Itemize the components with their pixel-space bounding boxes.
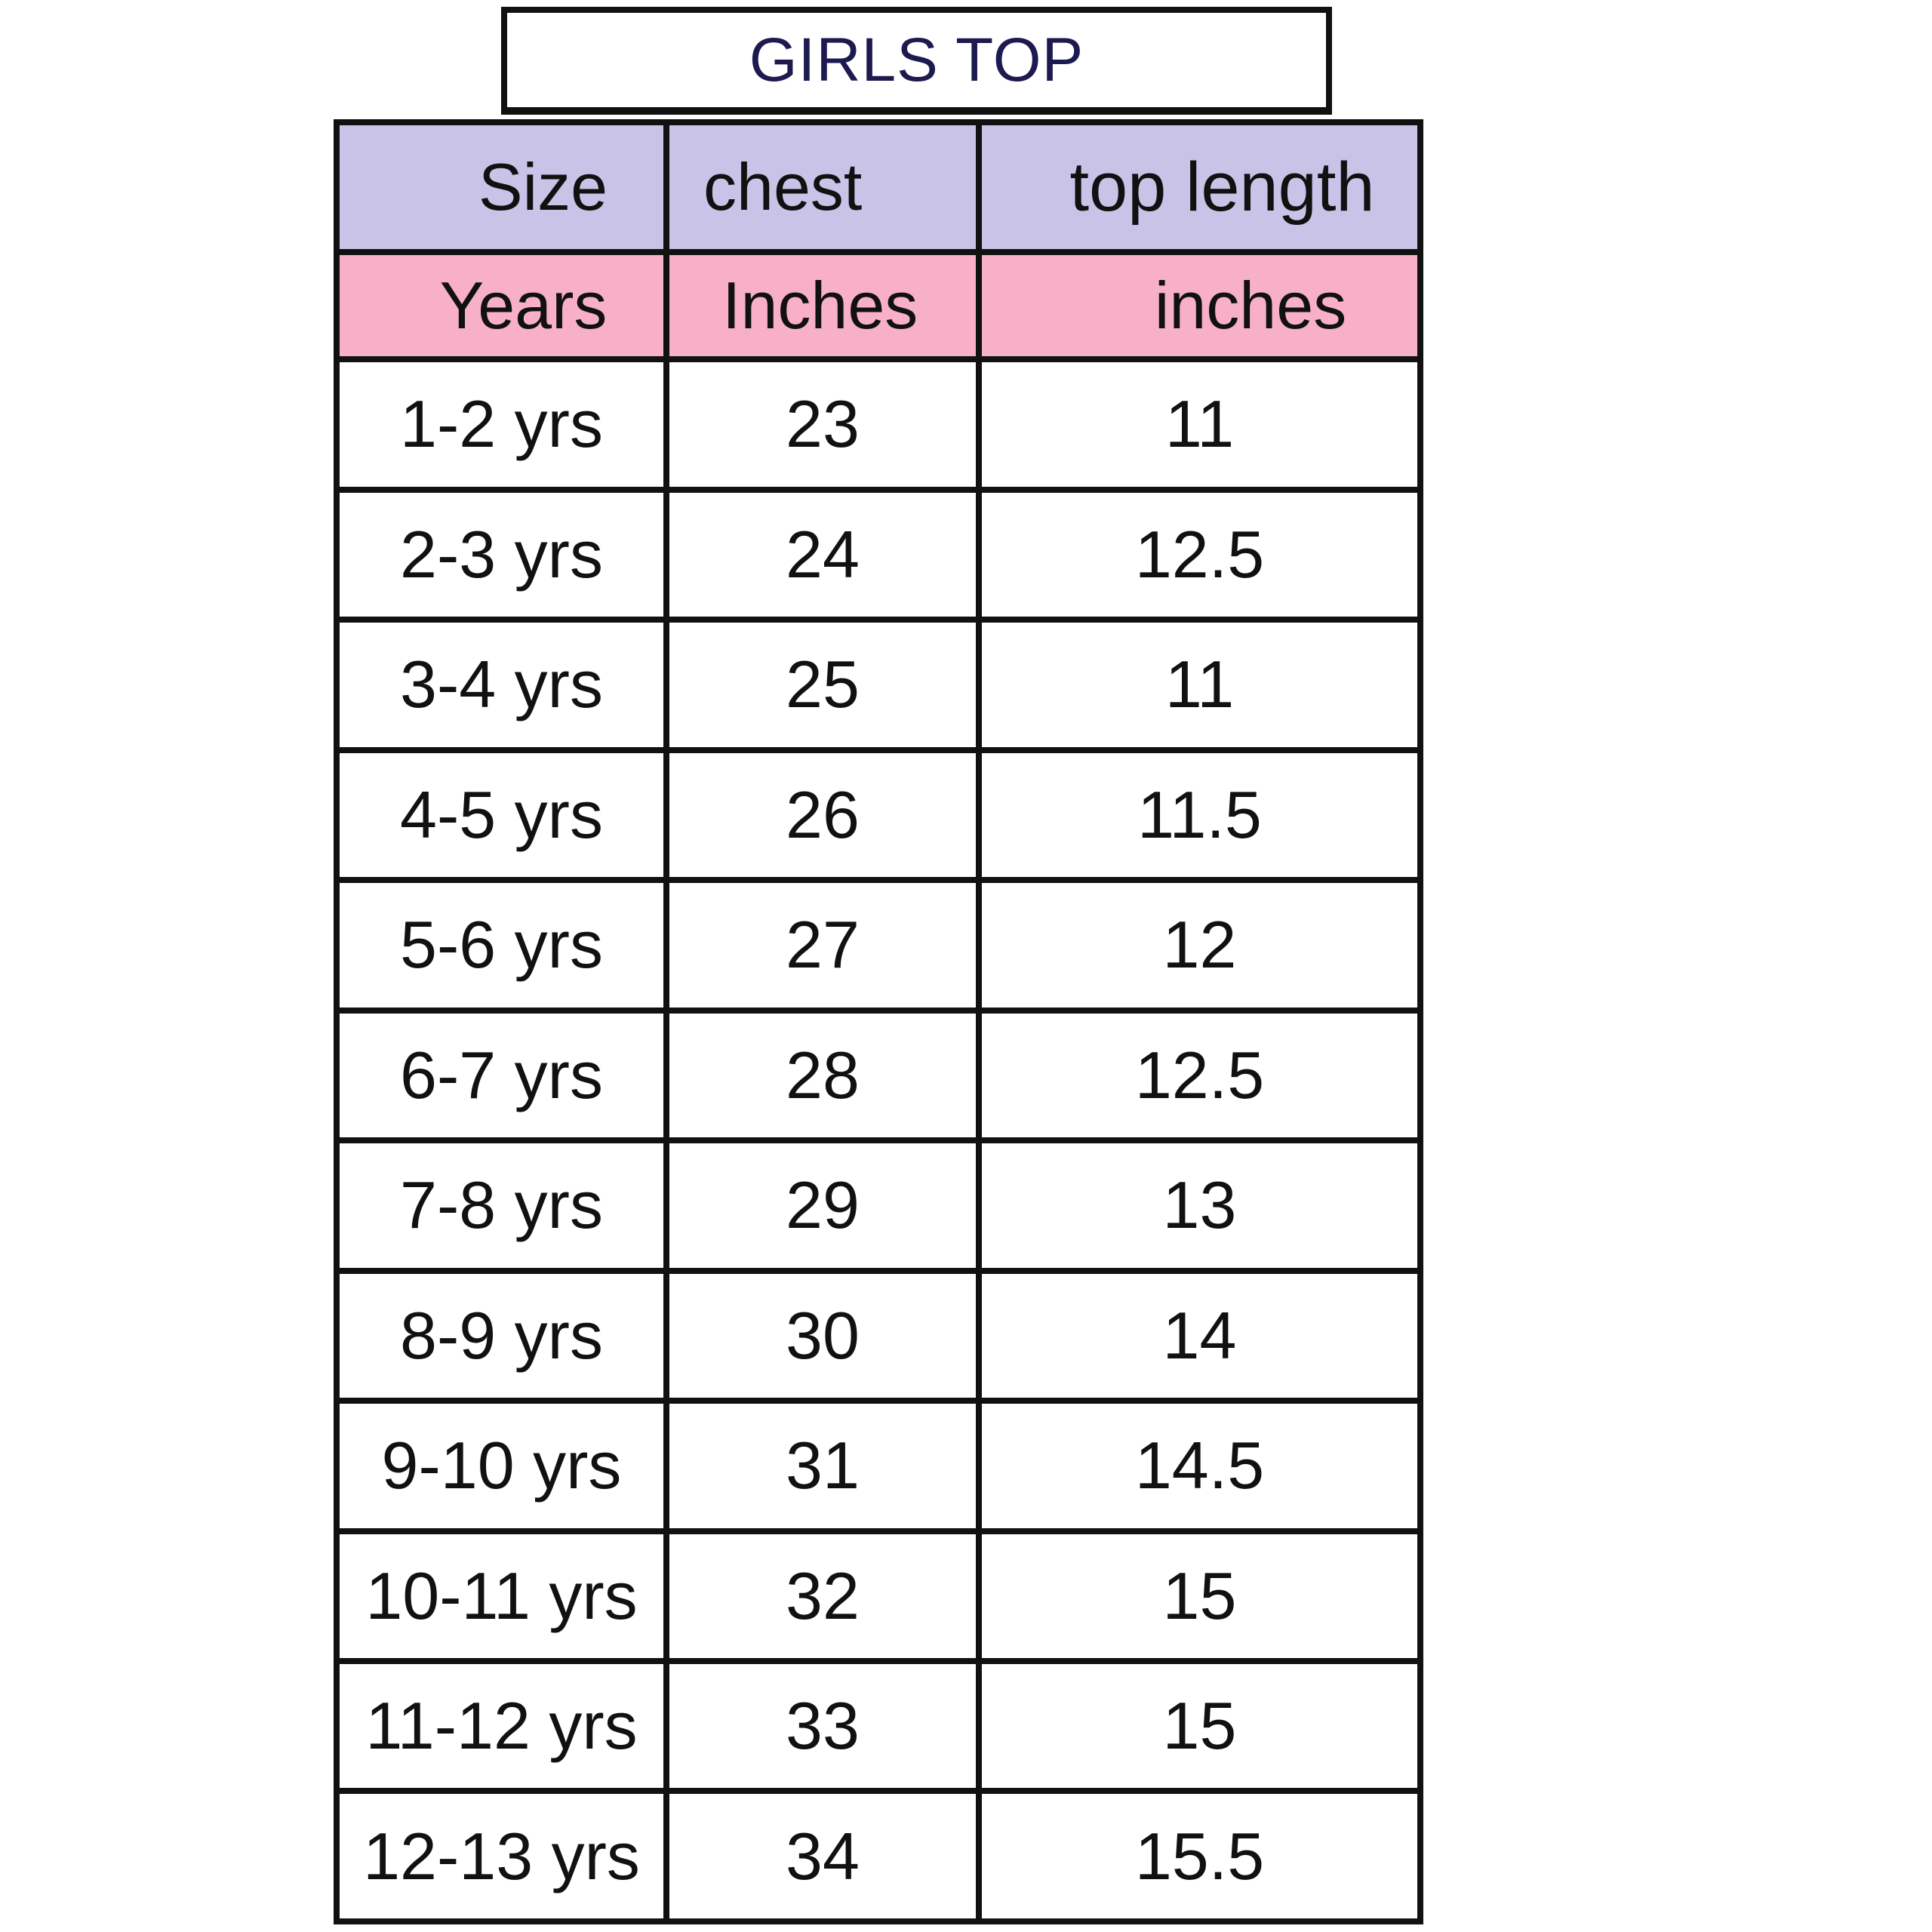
header-row: Size chest top length (334, 118, 1423, 256)
table-row: 11-12 yrs 33 15 (334, 1657, 1423, 1795)
top-length-cell: 12 (976, 877, 1423, 1014)
chest-cell: 27 (663, 877, 982, 1014)
unit-size: Years (334, 249, 669, 363)
size-cell: 4-5 yrs (334, 746, 669, 884)
unit-chest: Inches (663, 249, 982, 363)
size-chart-table: Size chest top length Years Inches inche… (334, 118, 1423, 1924)
size-cell: 5-6 yrs (334, 877, 669, 1014)
top-length-cell: 14.5 (976, 1398, 1423, 1534)
size-cell: 7-8 yrs (334, 1137, 669, 1274)
size-cell: 1-2 yrs (334, 356, 669, 493)
table-row: 2-3 yrs 24 12.5 (334, 486, 1423, 623)
table-row: 12-13 yrs 34 15.5 (334, 1788, 1423, 1924)
size-cell: 8-9 yrs (334, 1267, 669, 1404)
table-row: 1-2 yrs 23 11 (334, 356, 1423, 493)
chest-cell: 28 (663, 1007, 982, 1144)
unit-top-length: inches (976, 249, 1423, 363)
top-length-cell: 13 (976, 1137, 1423, 1274)
chest-cell: 25 (663, 617, 982, 753)
header-chest: chest (663, 118, 982, 256)
top-length-cell: 15 (976, 1527, 1423, 1665)
chest-cell: 32 (663, 1527, 982, 1665)
top-length-cell: 11.5 (976, 746, 1423, 884)
top-length-cell: 15.5 (976, 1788, 1423, 1924)
size-cell: 6-7 yrs (334, 1007, 669, 1144)
table-row: 3-4 yrs 25 11 (334, 617, 1423, 753)
table-row: 7-8 yrs 29 13 (334, 1137, 1423, 1274)
table-row: 10-11 yrs 32 15 (334, 1527, 1423, 1665)
header-size: Size (334, 118, 669, 256)
table-row: 8-9 yrs 30 14 (334, 1267, 1423, 1404)
table-row: 5-6 yrs 27 12 (334, 877, 1423, 1014)
top-length-cell: 12.5 (976, 486, 1423, 623)
unit-row: Years Inches inches (334, 249, 1423, 363)
chest-cell: 24 (663, 486, 982, 623)
size-cell: 11-12 yrs (334, 1657, 669, 1795)
size-cell: 10-11 yrs (334, 1527, 669, 1665)
chest-cell: 26 (663, 746, 982, 884)
top-length-cell: 15 (976, 1657, 1423, 1795)
table-row: 4-5 yrs 26 11.5 (334, 746, 1423, 884)
chest-cell: 29 (663, 1137, 982, 1274)
table-row: 9-10 yrs 31 14.5 (334, 1398, 1423, 1534)
header-top-length: top length (976, 118, 1423, 256)
size-cell: 9-10 yrs (334, 1398, 669, 1534)
chest-cell: 23 (663, 356, 982, 493)
top-length-cell: 14 (976, 1267, 1423, 1404)
chart-title: GIRLS TOP (501, 7, 1332, 115)
top-length-cell: 12.5 (976, 1007, 1423, 1144)
size-cell: 3-4 yrs (334, 617, 669, 753)
size-cell: 12-13 yrs (334, 1788, 669, 1924)
size-cell: 2-3 yrs (334, 486, 669, 623)
chest-cell: 33 (663, 1657, 982, 1795)
top-length-cell: 11 (976, 617, 1423, 753)
chest-cell: 31 (663, 1398, 982, 1534)
top-length-cell: 11 (976, 356, 1423, 493)
chest-cell: 30 (663, 1267, 982, 1404)
chest-cell: 34 (663, 1788, 982, 1924)
table-row: 6-7 yrs 28 12.5 (334, 1007, 1423, 1144)
